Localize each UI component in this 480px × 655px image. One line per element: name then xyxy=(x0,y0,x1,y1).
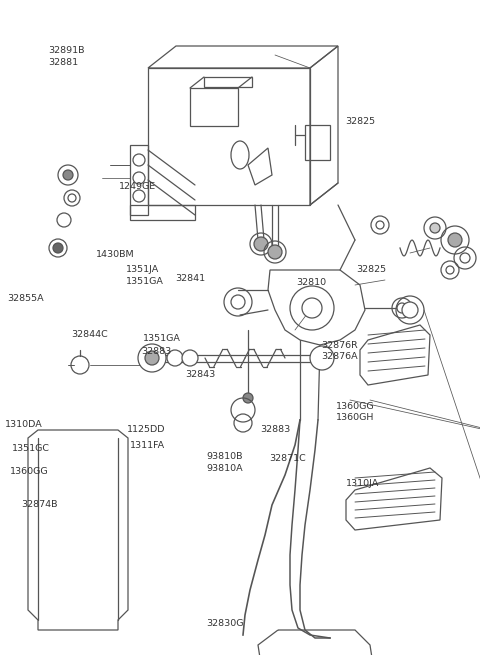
Circle shape xyxy=(302,298,322,318)
Bar xyxy=(190,88,238,126)
Circle shape xyxy=(182,350,198,366)
Circle shape xyxy=(167,350,183,366)
Circle shape xyxy=(430,223,440,233)
Text: 1249GE: 1249GE xyxy=(119,182,156,191)
Text: 93810A: 93810A xyxy=(206,464,243,473)
Text: 32871C: 32871C xyxy=(269,454,306,463)
Text: 32881: 32881 xyxy=(48,58,78,67)
Text: 32825: 32825 xyxy=(356,265,386,274)
Text: 1360GG: 1360GG xyxy=(10,467,48,476)
Circle shape xyxy=(448,233,462,247)
Text: 32876R: 32876R xyxy=(322,341,359,350)
Circle shape xyxy=(243,393,253,403)
Text: 32844C: 32844C xyxy=(71,329,108,339)
Text: 1351GA: 1351GA xyxy=(143,334,181,343)
Text: 1351JA: 1351JA xyxy=(126,265,159,274)
Text: 32830G: 32830G xyxy=(206,619,244,628)
Text: 32891B: 32891B xyxy=(48,46,84,55)
Text: 32841: 32841 xyxy=(176,274,206,283)
Text: 1351GC: 1351GC xyxy=(12,444,50,453)
Circle shape xyxy=(397,303,407,313)
Text: 1310JA: 1310JA xyxy=(346,479,379,488)
Text: 1125DD: 1125DD xyxy=(127,424,166,434)
Text: 32876A: 32876A xyxy=(322,352,358,362)
Circle shape xyxy=(145,351,159,365)
Text: 32874B: 32874B xyxy=(22,500,58,509)
Text: 1430BM: 1430BM xyxy=(96,250,134,259)
Text: 1310DA: 1310DA xyxy=(5,420,43,429)
Text: 32843: 32843 xyxy=(185,370,215,379)
Circle shape xyxy=(310,346,334,370)
Text: 93810B: 93810B xyxy=(206,452,243,461)
Circle shape xyxy=(138,344,166,372)
Circle shape xyxy=(268,245,282,259)
Circle shape xyxy=(53,243,63,253)
Circle shape xyxy=(460,253,470,263)
Circle shape xyxy=(63,170,73,180)
Circle shape xyxy=(254,237,268,251)
Text: 32855A: 32855A xyxy=(7,293,44,303)
Circle shape xyxy=(402,302,418,318)
Text: 32883: 32883 xyxy=(142,347,172,356)
Text: 1311FA: 1311FA xyxy=(130,441,165,450)
Text: 1360GH: 1360GH xyxy=(336,413,374,422)
Text: 32883: 32883 xyxy=(261,424,291,434)
Text: 32825: 32825 xyxy=(346,117,376,126)
Text: 32810: 32810 xyxy=(297,278,327,288)
Bar xyxy=(204,77,252,87)
Text: 1351GA: 1351GA xyxy=(126,277,164,286)
Text: 1360GG: 1360GG xyxy=(336,402,374,411)
